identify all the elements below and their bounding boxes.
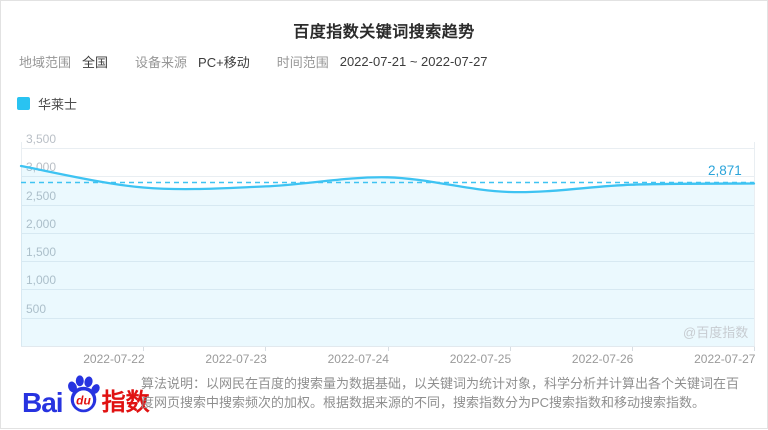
baidu-paw-icon: du	[65, 375, 101, 418]
legend-color-swatch	[17, 97, 30, 110]
x-axis-baseline	[21, 346, 755, 347]
filter-bar: 地域范围 全国 设备来源 PC+移动 时间范围 2022-07-21 ~ 202…	[19, 52, 515, 71]
device-filter-label: 设备来源	[135, 55, 188, 70]
x-axis-tick	[631, 347, 633, 351]
y-axis-label: 2,500	[26, 189, 56, 203]
footer: Bai du 指数 算法说明：以网民在百度的搜索量为数据基础，以关键词为统计对象…	[1, 369, 768, 421]
legend-item-hualaishi[interactable]: 华莱士	[17, 94, 77, 113]
y-axis-label: 1,500	[26, 245, 56, 259]
y-axis-label: 500	[26, 302, 46, 316]
time-filter-label: 时间范围	[276, 55, 329, 70]
region-filter-label: 地域范围	[19, 55, 72, 70]
legend-label: 华莱士	[38, 97, 78, 112]
baidu-index-logo[interactable]: Bai du 指数	[22, 375, 150, 418]
plot-left-border	[21, 142, 22, 346]
y-gridline	[21, 147, 754, 149]
y-axis-label: 3,500	[26, 131, 57, 146]
baidu-index-watermark: @百度指数	[683, 325, 749, 340]
device-filter-value: PC+移动	[198, 55, 250, 70]
y-gridline	[21, 317, 754, 319]
logo-text-bai: Bai	[22, 387, 64, 418]
algorithm-description: 算法说明：以网民在百度的搜索量为数据基础，以关键词为统计对象，科学分析并计算出各…	[141, 376, 740, 410]
svg-text:du: du	[76, 394, 91, 408]
y-gridline	[21, 232, 754, 234]
x-axis-label: 2022-07-22	[83, 352, 145, 366]
x-axis-label: 2022-07-23	[205, 352, 267, 366]
region-filter-value: 全国	[82, 55, 109, 70]
x-axis-tick	[143, 347, 145, 351]
y-gridline	[21, 289, 754, 291]
y-gridline	[21, 204, 754, 206]
y-axis-label: 2,000	[26, 217, 56, 231]
x-axis-label: 2022-07-27	[694, 352, 756, 366]
plot-right-border	[754, 142, 755, 346]
x-axis-tick	[387, 347, 389, 351]
x-axis-label: 2022-07-25	[449, 352, 512, 366]
series-end-value-label: 2,871	[708, 162, 742, 178]
series-area-fill	[21, 166, 754, 346]
time-filter-value: 2022-07-21 ~ 2022-07-27	[339, 54, 488, 69]
logo-text-zhishu: 指数	[101, 389, 150, 416]
x-axis-label: 2022-07-24	[327, 352, 389, 366]
x-axis-tick	[509, 347, 511, 351]
y-axis-label: 1,000	[26, 273, 56, 287]
x-axis-tick	[754, 347, 755, 351]
series-line	[19, 164, 756, 194]
x-axis-label: 2022-07-26	[571, 352, 634, 366]
page-title: 百度指数关键词搜索趋势	[293, 24, 475, 41]
x-axis-tick	[265, 347, 267, 351]
y-gridline	[21, 261, 754, 263]
